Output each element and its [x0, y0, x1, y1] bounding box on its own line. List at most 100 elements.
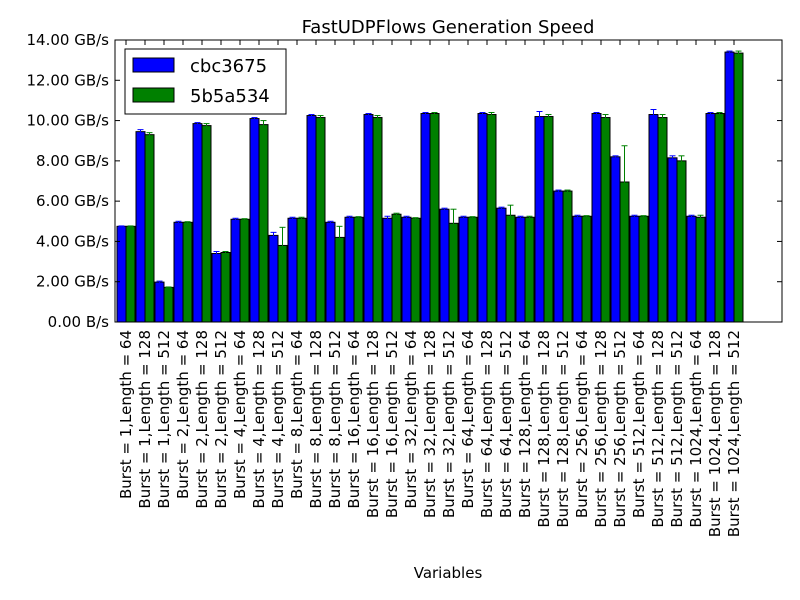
bar-cbc3675-32 [724, 51, 735, 323]
bar-5b5a534-19 [486, 114, 497, 323]
bar-cbc3675-17 [439, 208, 450, 323]
y-tick-label: 2.00 GB/s [36, 273, 109, 291]
bar-5b5a534-22 [543, 116, 554, 323]
bar-5b5a534-9 [296, 217, 307, 323]
bar-cbc3675-11 [325, 221, 336, 323]
bar-cbc3675-3 [173, 221, 184, 323]
bar-5b5a534-32 [733, 52, 744, 323]
y-tick-label: 4.00 GB/s [36, 232, 109, 250]
x-tick-label: Burst = 1024,Length = 128 [706, 330, 724, 537]
bar-5b5a534-14 [391, 213, 402, 323]
bar-5b5a534-15 [410, 217, 421, 323]
bar-cbc3675-10 [306, 115, 317, 323]
bar-5b5a534-7 [258, 124, 269, 323]
bar-5b5a534-6 [239, 218, 250, 323]
x-tick-label: Burst = 4,Length = 64 [231, 330, 249, 499]
legend-label-5b5a534: 5b5a534 [190, 86, 270, 107]
legend: cbc3675 5b5a534 [124, 48, 287, 115]
bar-cbc3675-19 [477, 113, 488, 323]
bar-5b5a534-1 [144, 134, 155, 323]
y-tick-label: 12.00 GB/s [27, 71, 110, 89]
bar-5b5a534-13 [372, 117, 383, 323]
x-tick-label: Burst = 8,Length = 128 [307, 330, 325, 509]
bar-5b5a534-27 [638, 215, 649, 323]
x-tick-label: Burst = 128,Length = 64 [516, 330, 534, 518]
x-tick-label: Burst = 256,Length = 512 [611, 330, 629, 528]
x-tick-label: Burst = 512,Length = 128 [649, 330, 667, 528]
legend-label-cbc3675: cbc3675 [190, 56, 267, 77]
x-axis-label: Variables [414, 564, 483, 582]
bar-cbc3675-15 [401, 216, 412, 323]
legend-swatch-cbc3675 [132, 57, 175, 73]
x-tick-label: Burst = 8,Length = 64 [288, 330, 306, 499]
bar-5b5a534-20 [505, 214, 516, 323]
bar-5b5a534-31 [714, 113, 725, 323]
bar-5b5a534-3 [182, 221, 193, 323]
bar-5b5a534-17 [448, 222, 459, 323]
bar-5b5a534-2 [163, 286, 174, 323]
y-tick-label: 8.00 GB/s [36, 152, 109, 170]
y-tick-label: 0.00 B/s [48, 313, 110, 331]
bar-cbc3675-8 [268, 234, 279, 323]
bar-cbc3675-14 [382, 217, 393, 323]
bar-cbc3675-29 [667, 157, 678, 323]
bar-cbc3675-16 [420, 113, 431, 323]
bar-5b5a534-24 [581, 215, 592, 323]
y-tick-label: 6.00 GB/s [36, 192, 109, 210]
bar-5b5a534-5 [220, 252, 231, 323]
bar-5b5a534-10 [315, 117, 326, 323]
x-tick-label: Burst = 16,Length = 512 [383, 330, 401, 518]
x-tick-label: Burst = 2,Length = 512 [212, 330, 230, 509]
x-tick-label: Burst = 32,Length = 64 [402, 330, 420, 509]
y-tick-label: 10.00 GB/s [27, 112, 110, 130]
legend-swatch-5b5a534 [132, 87, 175, 103]
bar-cbc3675-4 [192, 123, 203, 323]
x-tick-label: Burst = 2,Length = 128 [193, 330, 211, 509]
bar-cbc3675-18 [458, 216, 469, 323]
x-tick-label: Burst = 64,Length = 128 [478, 330, 496, 518]
bar-5b5a534-21 [524, 216, 535, 323]
bar-cbc3675-1 [135, 131, 146, 323]
x-tick-label: Burst = 128,Length = 512 [554, 330, 572, 528]
bar-5b5a534-29 [676, 160, 687, 323]
bar-5b5a534-16 [429, 113, 440, 323]
bar-cbc3675-27 [629, 215, 640, 323]
x-tick-label: Burst = 256,Length = 128 [592, 330, 610, 528]
bar-cbc3675-13 [363, 114, 374, 323]
x-tick-label: Burst = 512,Length = 64 [630, 330, 648, 518]
bar-cbc3675-23 [553, 190, 564, 323]
x-tick-label: Burst = 32,Length = 512 [440, 330, 458, 518]
bar-cbc3675-20 [496, 207, 507, 323]
bar-5b5a534-0 [125, 225, 136, 323]
x-tick-label: Burst = 2,Length = 64 [174, 330, 192, 499]
bar-cbc3675-0 [116, 225, 127, 323]
bar-cbc3675-2 [154, 281, 165, 323]
bar-cbc3675-12 [344, 216, 355, 323]
bar-5b5a534-25 [600, 117, 611, 323]
y-tick-label: 14.00 GB/s [27, 31, 110, 49]
bar-5b5a534-23 [562, 190, 573, 323]
x-axis: Burst = 1,Length = 64 Burst = 1,Length = … [117, 40, 743, 537]
x-tick-label: Burst = 4,Length = 512 [269, 330, 287, 509]
bar-cbc3675-24 [572, 215, 583, 323]
bar-cbc3675-22 [534, 116, 545, 323]
bar-cbc3675-31 [705, 113, 716, 323]
bar-cbc3675-25 [591, 113, 602, 323]
chart-title: FastUDPFlows Generation Speed [302, 17, 595, 38]
bar-cbc3675-5 [211, 253, 222, 323]
x-tick-label: Burst = 64,Length = 64 [459, 330, 477, 509]
x-tick-label: Burst = 1024,Length = 64 [687, 330, 705, 528]
x-tick-label: Burst = 64,Length = 512 [497, 330, 515, 518]
x-tick-label: Burst = 1,Length = 512 [155, 330, 173, 509]
x-tick-label: Burst = 1024,Length = 512 [725, 330, 743, 537]
bar-5b5a534-30 [695, 216, 706, 323]
x-tick-label: Burst = 256,Length = 64 [573, 330, 591, 518]
x-tick-label: Burst = 128,Length = 128 [535, 330, 553, 528]
bar-cbc3675-7 [249, 118, 260, 323]
bar-5b5a534-4 [201, 125, 212, 323]
bar-5b5a534-11 [334, 236, 345, 323]
bar-5b5a534-12 [353, 216, 364, 323]
bar-cbc3675-6 [230, 218, 241, 323]
bar-cbc3675-28 [648, 114, 659, 323]
